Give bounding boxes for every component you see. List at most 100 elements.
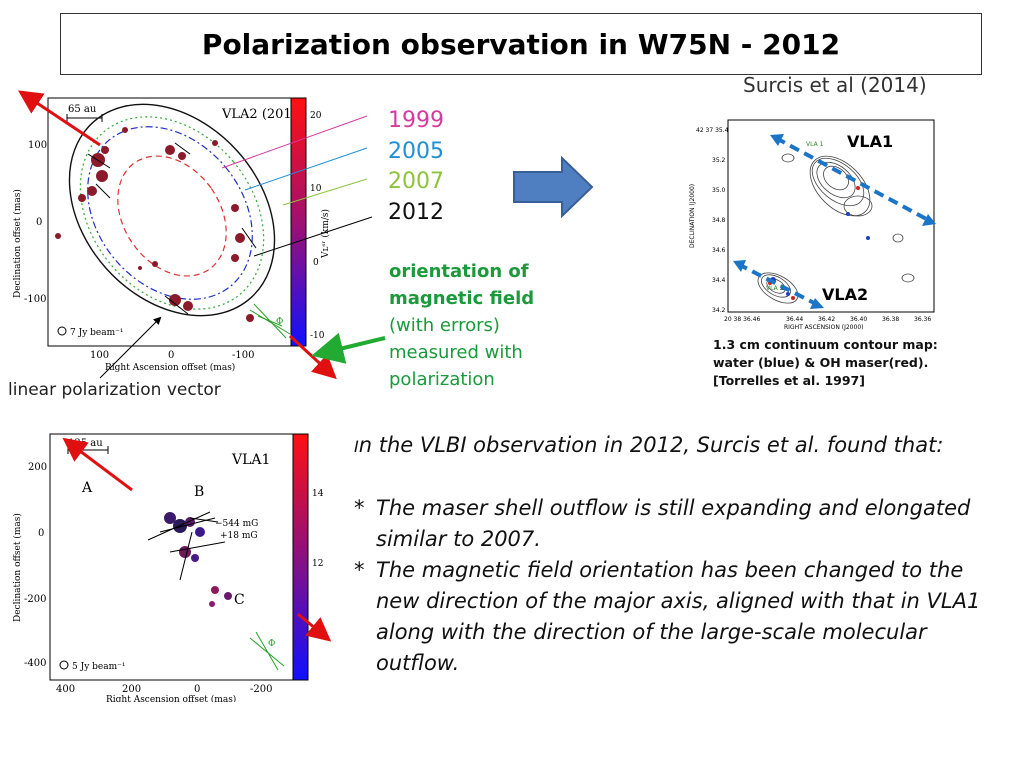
magnetic-field-symbol: Φ <box>249 303 291 339</box>
contour-ytick: 34.8 <box>712 217 726 224</box>
citation: Surcis et al (2014) <box>743 73 927 97</box>
maser-points <box>55 127 254 322</box>
vla2-xlabel: Right Ascension offset (mas) <box>105 362 235 373</box>
linear-polarization-label: linear polarization vector <box>8 380 221 400</box>
vla1-beam: 5 Jy beam⁻¹ <box>72 662 126 672</box>
legend-2005: 2005 <box>388 139 444 164</box>
page-title: Polarization observation in W75N - 2012 <box>201 28 841 61</box>
legend-2012: 2012 <box>388 200 444 225</box>
vla2-beam: 7 Jy beam⁻¹ <box>70 328 124 338</box>
bullet-marker: * <box>354 496 365 520</box>
vla1-ylabel: Declination offset (mas) <box>12 513 23 622</box>
findings-intro: In the VLBI observation in 2012, Surcis … <box>354 430 1004 462</box>
contour-vla1 <box>781 153 915 283</box>
red-arrow-lower <box>288 334 337 380</box>
velocity-colorbar <box>290 97 307 347</box>
vla2-cbar-tick: 20 <box>310 111 322 121</box>
legend-2007: 2007 <box>388 169 444 194</box>
contour-xtick: 36.40 <box>850 316 867 323</box>
contour-inner-vla1: VLA 1 <box>806 141 824 148</box>
vla2-label: VLA2 <box>820 285 871 304</box>
vla1-xtick: 400 <box>56 684 75 695</box>
vla1-arrow-overlay <box>62 437 332 642</box>
contour-ytick: 34.2 <box>712 307 726 314</box>
vla2-plot-name: VLA2 (2012) <box>221 107 305 122</box>
vla1-red-arrow-lower <box>297 612 332 642</box>
svg-text:Φ: Φ <box>276 317 283 327</box>
right-arrow-icon <box>513 156 594 218</box>
red-arrow-upper <box>18 90 101 147</box>
bullet-marker: * <box>354 558 365 582</box>
findings-intro-initial: I <box>354 437 359 456</box>
contour-ytick: 35.0 <box>712 187 726 194</box>
title-box: Polarization observation in W75N - 2012 <box>60 13 982 75</box>
vla1-ytick: -200 <box>24 594 46 605</box>
vla2-cbar-label: Vʟˢʳ (km/s) <box>320 209 331 259</box>
ellipse-2012 <box>68 103 276 317</box>
vla1-polarization-vectors <box>147 511 226 581</box>
vla1-xtick: 200 <box>122 684 141 695</box>
contour-xlabel: RIGHT ASCENSION (J2000) <box>784 324 863 331</box>
vla2-ytick: 0 <box>36 217 42 228</box>
contour-xtick: 20 38 36.46 <box>724 316 760 323</box>
findings-intro-text: n the VLBI observation in 2012, Surcis e… <box>358 433 944 457</box>
vla1-outflow-arrow <box>775 136 933 224</box>
vla1-plot-name: VLA1 <box>231 452 270 468</box>
findings-text: In the VLBI observation in 2012, Surcis … <box>354 430 1004 679</box>
vla2-xtick: 100 <box>90 350 109 361</box>
pointer-2012 <box>253 216 373 257</box>
magnetic-field-note-rest: (with errors) measured with polarization <box>389 315 523 390</box>
vla1-label-b: B <box>194 484 204 500</box>
ellipse-2007 <box>79 116 265 310</box>
vla2-ytick: -100 <box>24 294 46 305</box>
pointer-2007 <box>282 178 368 206</box>
contour-ytick: 42 37 35.4 <box>696 127 729 134</box>
contour-inner-vla2: VLA 2 <box>766 285 784 292</box>
contour-xtick: 36.36 <box>914 316 931 323</box>
pointer-2005 <box>244 147 368 191</box>
finding-bullet-1: * The maser shell outflow is still expan… <box>354 493 1004 555</box>
vla1-ytick: -400 <box>24 658 46 669</box>
svg-text:Φ: Φ <box>268 639 275 649</box>
vla1-cbar-tick: 14 <box>312 489 324 499</box>
legend-1999: 1999 <box>388 108 444 133</box>
vla2-xtick: 0 <box>168 350 174 361</box>
magnetic-field-note: orientation of magnetic field (with erro… <box>389 258 559 393</box>
vla2-cbar-tick: 0 <box>313 258 319 268</box>
vla2-ytick: 100 <box>28 140 47 151</box>
vla1-cbar-tick: 12 <box>312 559 323 569</box>
vla1-red-arrow-upper <box>62 437 133 492</box>
contour-ytick: 34.6 <box>712 247 726 254</box>
contour-ylabel: DECLINATION (J2000) <box>689 184 696 248</box>
vla2-ylabel: Declination offset (mas) <box>12 189 23 298</box>
vla2-scale-label: 65 au <box>68 104 97 115</box>
vla1-xtick: 0 <box>194 684 200 695</box>
contour-xtick: 36.44 <box>786 316 803 323</box>
finding-bullet-2: * The magnetic field orientation has bee… <box>354 555 1004 679</box>
magnetic-field-note-bold: orientation of magnetic field <box>389 261 535 309</box>
vla1-xtick: -200 <box>250 684 272 695</box>
vla1-ytick: 200 <box>28 462 47 473</box>
contour-xtick: 36.42 <box>818 316 835 323</box>
vla1-field-1: −544 mG <box>215 519 258 529</box>
contour-ytick: 34.4 <box>712 277 726 284</box>
vla1-magnetic-field-symbol: Φ <box>249 631 285 671</box>
polarization-vectors <box>87 142 257 315</box>
vla2-cbar-tick: 10 <box>310 184 322 194</box>
annotation-overlay <box>18 90 386 380</box>
vla2-xtick: -100 <box>232 350 254 361</box>
green-arrow <box>311 332 386 364</box>
contour-ytick: 35.2 <box>712 157 726 164</box>
vla1-label-a: A <box>81 480 93 496</box>
ellipse-1999 <box>117 155 227 277</box>
continuum-contour-map: 42 37 35.4 35.2 35.0 34.8 34.6 34.4 34.2… <box>689 119 936 331</box>
vla1-ytick: 0 <box>38 528 44 539</box>
pointer-1999 <box>221 115 368 169</box>
contour-caption: 1.3 cm continuum contour map: water (blu… <box>713 337 938 388</box>
vla1-label: VLA1 <box>845 132 896 151</box>
vla1-xlabel: Right Ascension offset (mas) <box>106 694 236 702</box>
vla1-field-2: +18 mG <box>220 531 258 541</box>
vla1-label-c: C <box>234 592 245 608</box>
contour-xtick: 36.38 <box>882 316 899 323</box>
lpv-pointer <box>99 316 162 379</box>
